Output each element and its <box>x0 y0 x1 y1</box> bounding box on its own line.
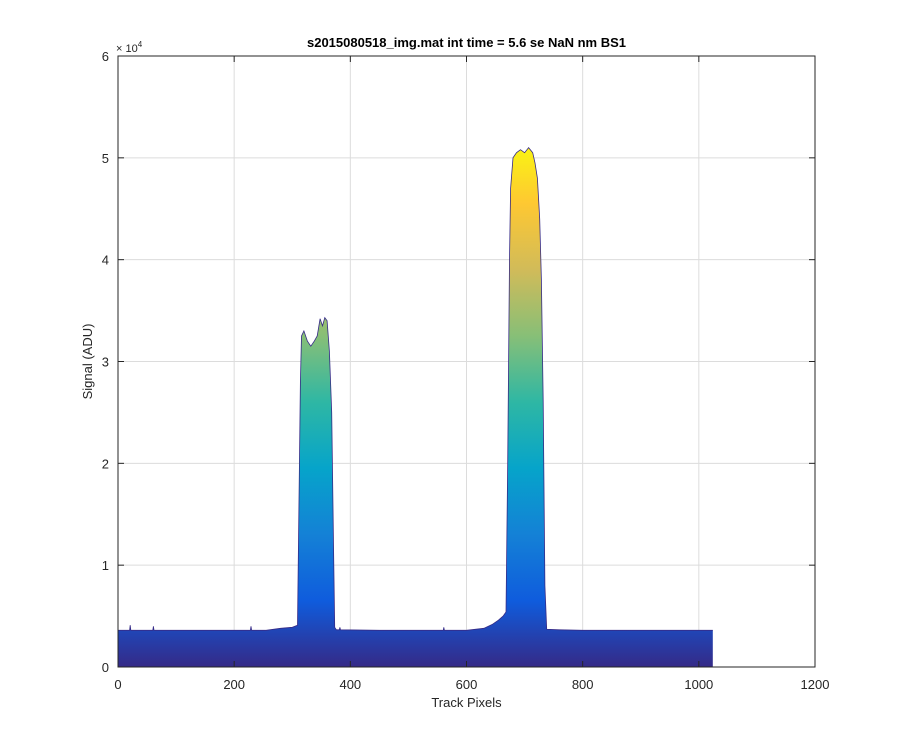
y-tick-label: 4 <box>102 253 109 268</box>
y-tick-label: 1 <box>102 558 109 573</box>
x-tick-label: 1200 <box>801 677 830 692</box>
x-axis-label: Track Pixels <box>431 695 502 710</box>
axis-ticks: 0 200 400 600 800 1000 1200 0 1 2 3 4 5 6 <box>102 49 830 692</box>
y-axis-label: Signal (ADU) <box>80 324 95 400</box>
x-tick-label: 1000 <box>684 677 713 692</box>
y-axis-exponent-base: × 10 <box>116 43 138 55</box>
x-tick-label: 600 <box>456 677 478 692</box>
y-tick-label: 3 <box>102 355 109 370</box>
y-axis-exponent-power: 4 <box>138 40 143 49</box>
signal-line <box>118 146 713 631</box>
y-tick-label: 5 <box>102 151 109 166</box>
y-tick-label: 0 <box>102 660 109 675</box>
x-tick-label: 200 <box>223 677 245 692</box>
x-tick-label: 800 <box>572 677 594 692</box>
x-tick-label: 400 <box>339 677 361 692</box>
x-tick-label: 0 <box>114 677 121 692</box>
grid-lines <box>118 56 815 667</box>
y-tick-label: 6 <box>102 49 109 64</box>
y-tick-label: 2 <box>102 456 109 471</box>
data-layer <box>118 146 713 667</box>
y-axis-exponent: × 104 <box>116 40 143 55</box>
chart-title: s2015080518_img.mat int time = 5.6 se Na… <box>307 35 626 50</box>
